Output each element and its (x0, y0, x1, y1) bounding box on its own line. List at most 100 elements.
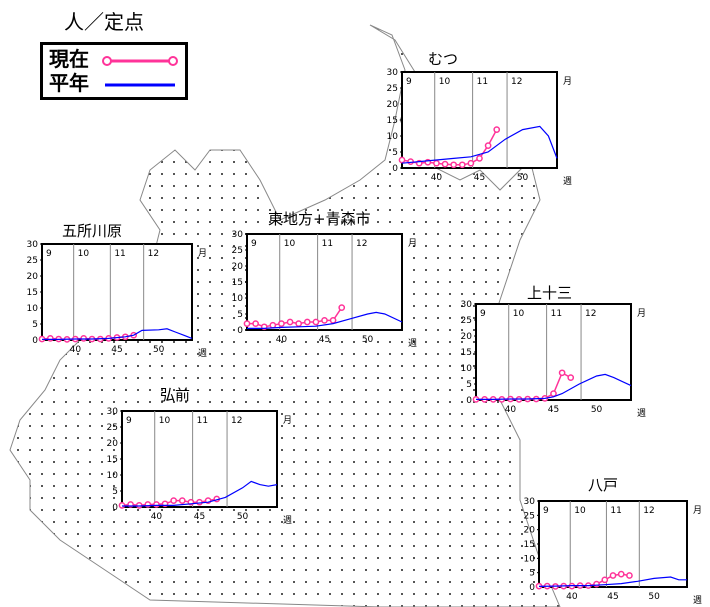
month-label: 9 (46, 249, 52, 259)
current-data-point (450, 161, 458, 169)
plot-frame (246, 233, 403, 331)
current-data-point (252, 320, 259, 327)
month-label: 12 (356, 239, 367, 249)
y-tick-label: 25 (107, 423, 118, 433)
plot-frame (401, 71, 558, 169)
y-tick-label: 5 (112, 487, 118, 497)
current-data-point (80, 335, 88, 342)
current-data-point (398, 156, 406, 164)
x-tick-label: 40 (70, 345, 82, 355)
week-unit-label: 週 (408, 338, 417, 349)
x-tick-label: 40 (276, 335, 288, 345)
month-label: 12 (231, 416, 242, 426)
month-unit-label: 月 (408, 238, 417, 249)
month-label: 11 (114, 249, 125, 259)
x-tick-label: 50 (648, 592, 660, 602)
y-tick-label: 20 (27, 272, 39, 282)
month-label: 12 (511, 77, 522, 87)
y-tick-label: 0 (112, 503, 118, 513)
y-tick-label: 25 (387, 84, 398, 94)
plot-frame (475, 303, 632, 401)
current-data-point (407, 158, 414, 165)
month-label: 9 (406, 77, 412, 87)
current-data-point (601, 576, 609, 584)
chart-hachinohe: 0 5 10 15 20 25 30 9 10 11 12 月 40 45 50 週 (524, 497, 702, 606)
current-data-point (558, 369, 566, 377)
current-data-point (550, 390, 557, 397)
month-label: 9 (251, 239, 257, 249)
x-tick-label: 45 (607, 592, 618, 602)
current-data-point (567, 374, 575, 381)
current-data-point (153, 501, 160, 508)
region-name-hachinohe: 八戸 (588, 476, 619, 494)
week-unit-label: 週 (198, 348, 207, 359)
month-unit-label: 月 (693, 505, 702, 516)
legend-average-label: 平年 (49, 71, 89, 95)
month-label: 10 (78, 249, 90, 259)
month-label: 11 (610, 506, 621, 516)
y-tick-label: 25 (27, 256, 38, 266)
y-tick-label: 20 (232, 262, 244, 272)
current-data-point (196, 498, 203, 506)
y-tick-label: 0 (529, 583, 535, 593)
y-tick-label: 10 (387, 132, 399, 142)
month-unit-label: 月 (198, 248, 207, 259)
y-tick-label: 0 (466, 396, 472, 406)
month-label: 12 (643, 506, 654, 516)
month-unit-label: 月 (637, 308, 646, 319)
y-tick-label: 5 (237, 310, 243, 320)
y-tick-label: 15 (107, 455, 118, 465)
average-series-line (538, 576, 687, 587)
x-tick-label: 50 (591, 405, 603, 415)
month-label: 11 (322, 239, 333, 249)
current-data-point (441, 160, 449, 168)
y-tick-label: 30 (461, 300, 473, 310)
chart-kamitosan: 0 5 10 15 20 25 30 9 10 11 12 月 40 45 50 週 (461, 300, 646, 419)
month-label: 10 (574, 506, 586, 516)
current-data-point (243, 320, 251, 327)
y-tick-label: 10 (27, 304, 39, 314)
y-tick-label: 10 (232, 294, 244, 304)
y-tick-label: 15 (524, 540, 535, 550)
legend-average-swatch (105, 83, 175, 87)
y-tick-label: 0 (392, 164, 398, 174)
current-data-point (484, 142, 492, 149)
y-tick-label: 30 (27, 240, 39, 250)
month-label: 12 (148, 249, 159, 259)
month-label: 11 (477, 77, 488, 87)
month-label: 11 (197, 416, 208, 426)
y-tick-label: 20 (107, 439, 119, 449)
unit-label: 人／定点 (64, 10, 144, 34)
week-unit-label: 週 (563, 176, 572, 187)
current-data-point (295, 320, 303, 327)
y-tick-label: 0 (32, 336, 38, 346)
current-data-point (286, 318, 294, 326)
current-data-point (458, 161, 466, 169)
x-tick-label: 50 (517, 173, 529, 183)
current-data-point (321, 317, 328, 324)
current-data-point (118, 502, 126, 509)
y-tick-label: 15 (232, 278, 243, 288)
week-unit-label: 週 (693, 595, 702, 606)
week-unit-label: 週 (637, 408, 646, 419)
legend: 現在 平年 (40, 42, 188, 100)
chart-hirosaki: 0 5 10 15 20 25 30 9 10 11 12 月 40 45 50 週 (107, 407, 292, 526)
month-label: 10 (159, 416, 171, 426)
current-data-point (617, 570, 625, 578)
current-data-point (312, 318, 320, 326)
y-tick-label: 25 (461, 316, 472, 326)
y-tick-label: 0 (237, 326, 243, 336)
x-tick-label: 45 (474, 173, 485, 183)
current-data-point (609, 572, 617, 579)
current-data-point (303, 318, 311, 326)
current-data-point (269, 321, 277, 329)
y-tick-label: 30 (524, 497, 536, 507)
current-data-point (593, 580, 600, 588)
current-data-point (338, 304, 346, 311)
region-name-higashi-aomori: 東地方+青森市 (268, 210, 371, 228)
y-tick-label: 5 (392, 148, 398, 158)
legend-current-label: 現在 (49, 47, 89, 71)
region-name-kamitosan: 上十三 (527, 284, 573, 302)
month-label: 11 (551, 309, 562, 319)
